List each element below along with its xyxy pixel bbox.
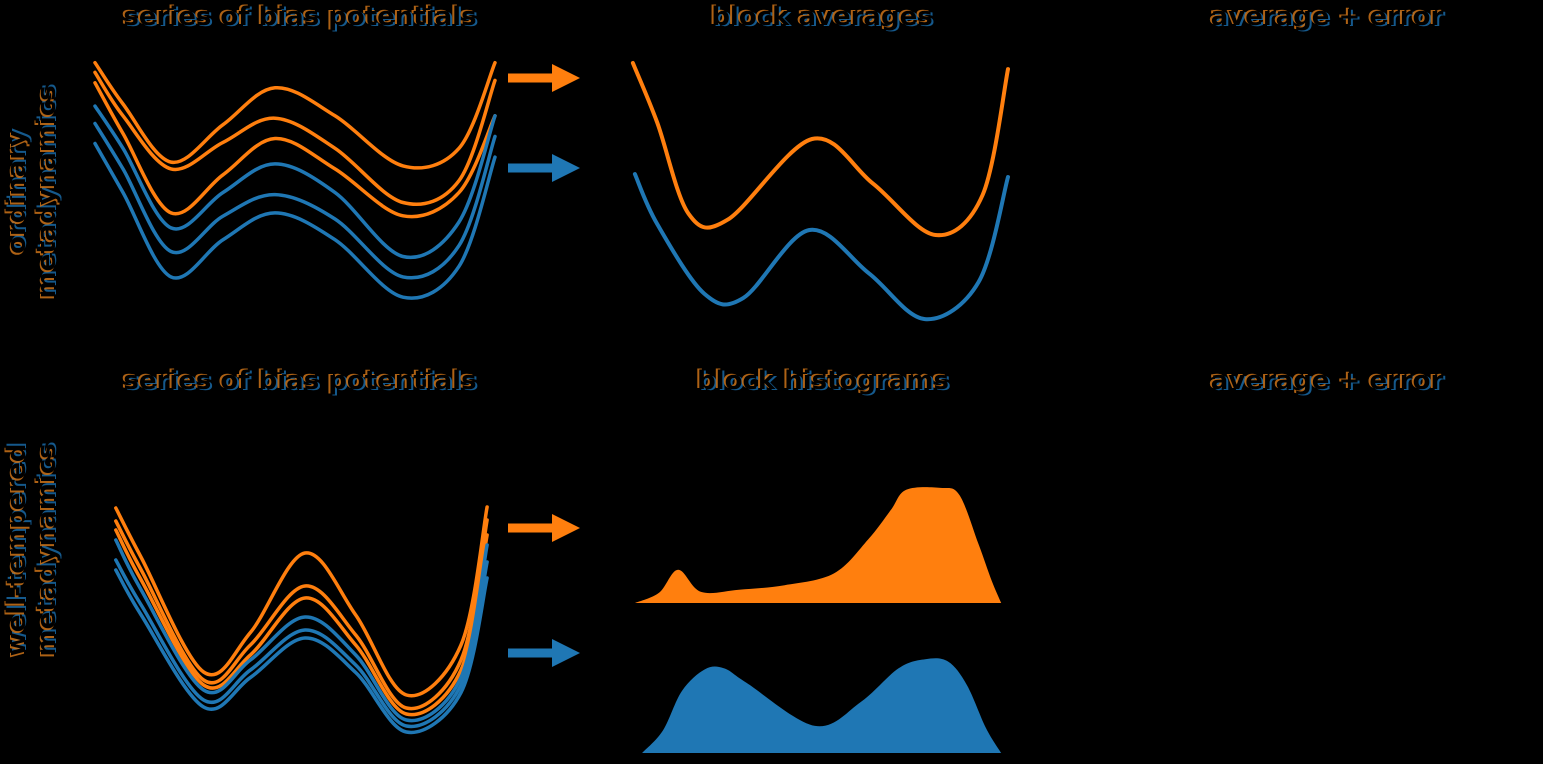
ordinary-block-averages-orange-series <box>630 61 1010 238</box>
flow-arrow-orange-top <box>508 64 580 92</box>
well-tempered-series-of-bias-potentials-orange-series <box>114 518 489 711</box>
well-tempered-block-histograms-orange-series <box>634 487 1002 603</box>
well-tempered-series-of-bias-potentials-orange-series <box>114 505 489 698</box>
ordinary-series-of-bias-potentials <box>93 60 497 300</box>
well-tempered-series-of-bias-potentials-blue-series <box>114 558 489 729</box>
ordinary-series-of-bias-potentials-blue-series <box>93 121 497 280</box>
title-average-error-top: average + error <box>1210 2 1444 32</box>
ordinary-block-averages <box>630 61 1010 322</box>
well-tempered-series-of-bias-potentials-orange-series <box>114 528 489 717</box>
well-tempered-series-of-bias-potentials-blue-series <box>114 568 489 735</box>
title-series-of-bias-potentials-top: series of bias potentials <box>123 2 477 32</box>
well-tempered-series-of-bias-potentials <box>114 505 489 735</box>
ordinary-series-of-bias-potentials-orange-series <box>93 81 497 219</box>
title-block-histograms: block histograms <box>697 366 949 396</box>
flow-arrow-orange-bottom <box>508 514 580 542</box>
flow-arrow-blue-top <box>508 154 580 182</box>
well-tempered-block-histograms <box>634 487 1002 753</box>
title-block-averages: block averages <box>711 2 933 32</box>
title-series-of-bias-potentials-bottom: series of bias potentials <box>123 366 477 396</box>
ordinary-series-of-bias-potentials-blue-series <box>93 104 497 260</box>
ordinary-series-of-bias-potentials-blue-series <box>93 141 497 300</box>
well-tempered-block-histograms-blue-series <box>642 658 1002 753</box>
flow-arrow-blue-bottom <box>508 639 580 667</box>
title-average-error-bottom: average + error <box>1210 366 1444 396</box>
ordinary-block-averages-blue-series <box>632 172 1010 322</box>
well-tempered-series-of-bias-potentials-blue-series <box>114 538 489 723</box>
ordinary-series-of-bias-potentials-orange-series <box>93 60 497 170</box>
ordinary-series-of-bias-potentials-orange-series <box>93 70 497 207</box>
